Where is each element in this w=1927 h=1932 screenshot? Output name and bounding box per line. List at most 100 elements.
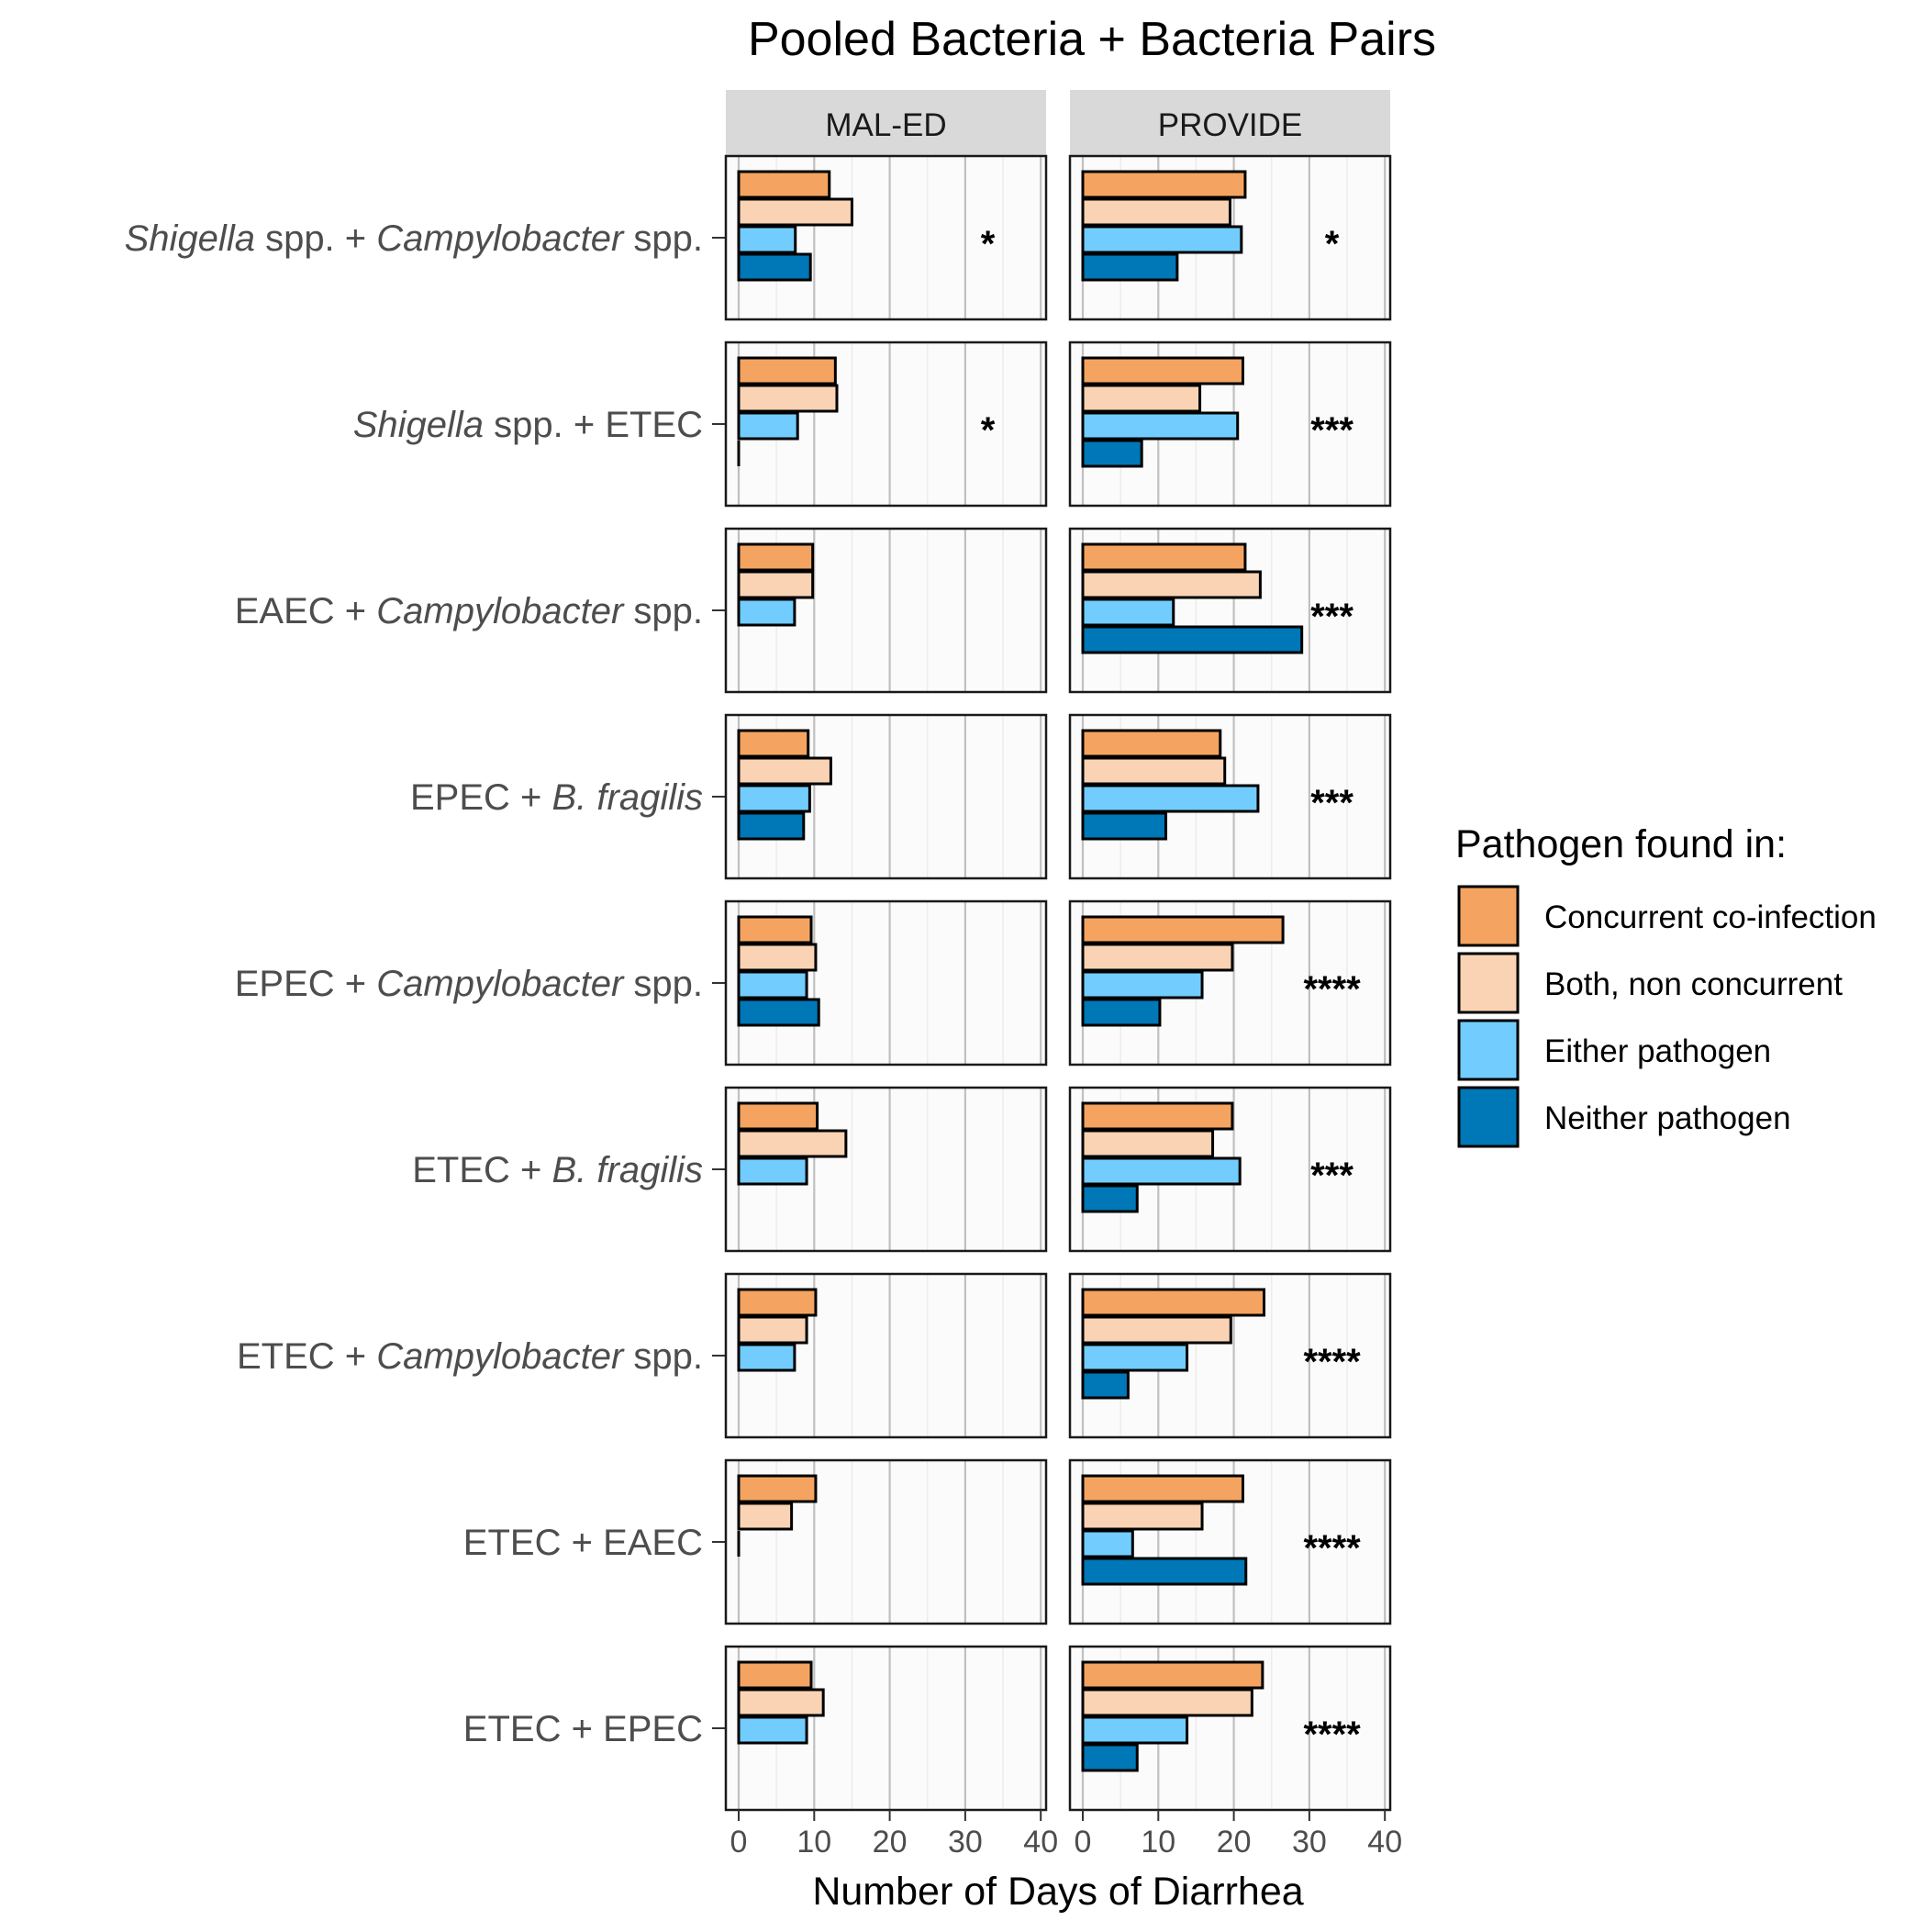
bar-maled: [737, 943, 818, 972]
bar-maled: [737, 542, 815, 572]
row-label-part: Campylobacter: [376, 1336, 625, 1377]
panel-border: [724, 527, 1048, 694]
bar-provide: [1081, 1343, 1189, 1372]
panel-border: [724, 1086, 1048, 1253]
legend-swatch: [1457, 885, 1520, 947]
bar-maled: [737, 197, 853, 227]
bar-provide: [1081, 1688, 1253, 1717]
bar-provide: [1081, 170, 1247, 199]
row-label-part: ETEC +: [237, 1336, 376, 1377]
row-label-part: spp.: [623, 591, 703, 631]
bar-provide: [1081, 1288, 1266, 1317]
bar-provide: [1081, 811, 1168, 841]
row-label-part: spp.: [623, 964, 703, 1004]
row-label: EPEC + Campylobacter spp.: [235, 964, 703, 1004]
significance-label-provide: ***: [1310, 783, 1353, 823]
bar-provide: [1081, 1715, 1189, 1745]
row-label-part: Campylobacter: [376, 218, 625, 259]
bar-provide: [1081, 915, 1285, 944]
bar-provide: [1081, 1557, 1248, 1586]
row-label: EAEC + Campylobacter spp.: [235, 591, 703, 631]
x-tick-label: 30: [1292, 1825, 1327, 1859]
significance-label-provide: ***: [1310, 1156, 1353, 1196]
legend-swatch: [1457, 952, 1520, 1014]
bar-maled: [737, 970, 808, 1000]
row-label-part: Campylobacter: [376, 591, 625, 631]
row-label-part: spp.: [623, 1336, 703, 1377]
bar-maled: [737, 1288, 818, 1317]
legend-label: Both, non concurrent: [1544, 966, 1843, 1002]
panel-border: [724, 899, 1048, 1067]
bar-provide: [1081, 1101, 1234, 1131]
row-label-part: ETEC +: [412, 1150, 551, 1190]
row-label: Shigella spp. + Campylobacter spp.: [125, 218, 703, 259]
x-tick-label: 10: [1141, 1825, 1175, 1859]
bar-maled: [737, 356, 837, 385]
x-tick-label: 30: [948, 1825, 983, 1859]
bar-maled: [737, 411, 799, 441]
row-label-part: Shigella: [125, 218, 255, 259]
x-tick-label: 0: [730, 1825, 748, 1859]
bar-provide: [1081, 756, 1227, 786]
bar-provide: [1081, 384, 1202, 413]
bar-provide: [1081, 1660, 1264, 1690]
x-tick-label: 0: [1075, 1825, 1092, 1859]
row-label-part: Shigella: [353, 405, 484, 445]
row-label-part: spp. +: [255, 218, 376, 259]
panel-border: [1068, 1645, 1392, 1812]
row-label-part: EAEC +: [235, 591, 377, 631]
bar-maled: [737, 1715, 808, 1745]
row-label: ETEC + EPEC: [463, 1709, 703, 1749]
significance-label-provide: ***: [1310, 597, 1353, 637]
panel-border: [1068, 713, 1392, 880]
row-label: Shigella spp. + ETEC: [353, 405, 703, 445]
panel-border: [1068, 1086, 1392, 1253]
bar-maled: [737, 1315, 808, 1345]
significance-label-maled: *: [981, 224, 996, 264]
row-label-part: ETEC + EAEC: [463, 1523, 703, 1563]
bar-maled: [737, 784, 811, 813]
bar-maled: [737, 1156, 808, 1186]
row-label-part: spp.: [623, 218, 703, 259]
row-label-part: EPEC +: [410, 777, 552, 818]
bar-provide: [1081, 729, 1222, 758]
significance-label-provide: ****: [1303, 969, 1361, 1010]
bar-provide: [1081, 1129, 1215, 1158]
legend-label: Concurrent co-infection: [1544, 899, 1877, 935]
bar-maled: [737, 252, 812, 282]
panel-border: [724, 1458, 1048, 1625]
row-label: EPEC + B. fragilis: [410, 777, 703, 818]
significance-label-provide: ****: [1303, 1342, 1361, 1382]
bar-provide: [1081, 1156, 1242, 1186]
bar-provide: [1081, 597, 1175, 627]
x-tick-label: 20: [873, 1825, 908, 1859]
legend-label: Neither pathogen: [1544, 1100, 1791, 1136]
row-label: ETEC + EAEC: [463, 1523, 703, 1563]
bar-provide: [1081, 252, 1179, 282]
x-tick-label: 10: [796, 1825, 831, 1859]
row-label-part: EPEC +: [235, 964, 377, 1004]
bar-maled: [737, 998, 820, 1027]
bar-maled: [737, 384, 839, 413]
bar-provide: [1081, 542, 1247, 572]
bar-provide: [1081, 1370, 1130, 1400]
bar-provide: [1081, 570, 1262, 599]
bar-provide: [1081, 356, 1244, 385]
bar-maled: [737, 225, 797, 254]
bar-provide: [1081, 1502, 1204, 1531]
bar-provide: [1081, 943, 1234, 972]
facet-strip-label-provide: PROVIDE: [1158, 107, 1303, 143]
bar-provide: [1081, 197, 1231, 227]
row-label: ETEC + B. fragilis: [412, 1150, 703, 1190]
row-label-part: Campylobacter: [376, 964, 625, 1004]
bar-provide: [1081, 625, 1304, 654]
panel-border: [724, 154, 1048, 321]
panel-border: [724, 713, 1048, 880]
panel-border: [1068, 1458, 1392, 1625]
bar-maled: [737, 729, 810, 758]
facet-strip-label-maled: MAL-ED: [825, 107, 946, 143]
significance-label-provide: ***: [1310, 410, 1353, 451]
x-axis-title: Number of Days of Diarrhea: [812, 1870, 1303, 1914]
bar-maled: [737, 1101, 819, 1131]
bar-provide: [1081, 1474, 1244, 1503]
